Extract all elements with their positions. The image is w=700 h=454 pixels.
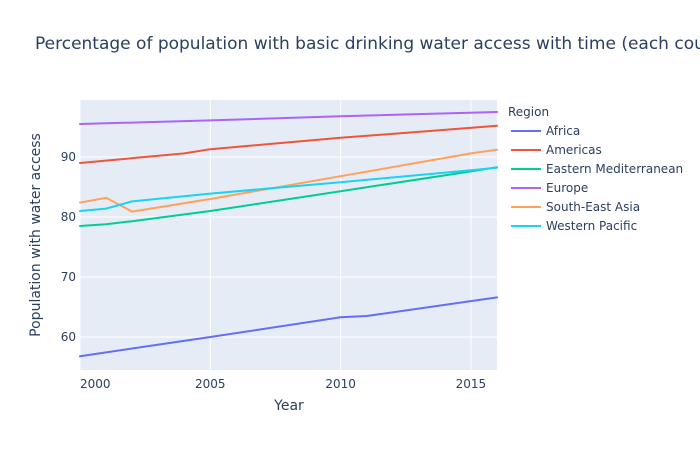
legend-label: Europe (546, 181, 588, 195)
y-tick-label: 80 (61, 210, 76, 224)
legend-label: Africa (546, 124, 580, 138)
legend-item[interactable]: Americas (511, 143, 602, 157)
legend-label: Americas (546, 143, 602, 157)
grid (79, 100, 497, 370)
legend-label: Western Pacific (546, 219, 637, 233)
x-axis-label: Year (273, 398, 304, 414)
x-tick-label: 2005 (195, 377, 226, 391)
y-tick-label: 60 (61, 330, 76, 344)
legend-title: Region (508, 105, 549, 119)
series-line (79, 166, 498, 212)
plot-background (80, 100, 497, 370)
x-tick-label: 2000 (80, 377, 111, 391)
y-tick-label: 70 (61, 270, 76, 284)
x-tick-label: 2010 (325, 377, 356, 391)
axis-ticks: 2000 2005 2010 2015 60 70 80 90 (61, 150, 486, 391)
series-line (79, 296, 498, 358)
legend-label: South-East Asia (546, 200, 640, 214)
series-line (79, 124, 498, 164)
legend-item[interactable]: Africa (511, 124, 580, 138)
legend-item[interactable]: South-East Asia (511, 200, 640, 214)
legend-item[interactable]: Eastern Mediterranean (511, 162, 683, 176)
series-line (79, 148, 498, 213)
series-line (79, 166, 498, 227)
legend-item[interactable]: Western Pacific (511, 219, 637, 233)
series-lines (79, 111, 498, 358)
y-axis-label: Population with water access (28, 133, 44, 337)
legend-item[interactable]: Europe (511, 181, 588, 195)
legend: Region Africa Americas Eastern Mediterrane… (508, 105, 683, 233)
chart-title: Percentage of population with basic drin… (35, 34, 700, 54)
series-line (79, 111, 498, 125)
x-tick-label: 2015 (456, 377, 487, 391)
y-tick-label: 90 (61, 150, 76, 164)
legend-label: Eastern Mediterranean (546, 162, 683, 176)
